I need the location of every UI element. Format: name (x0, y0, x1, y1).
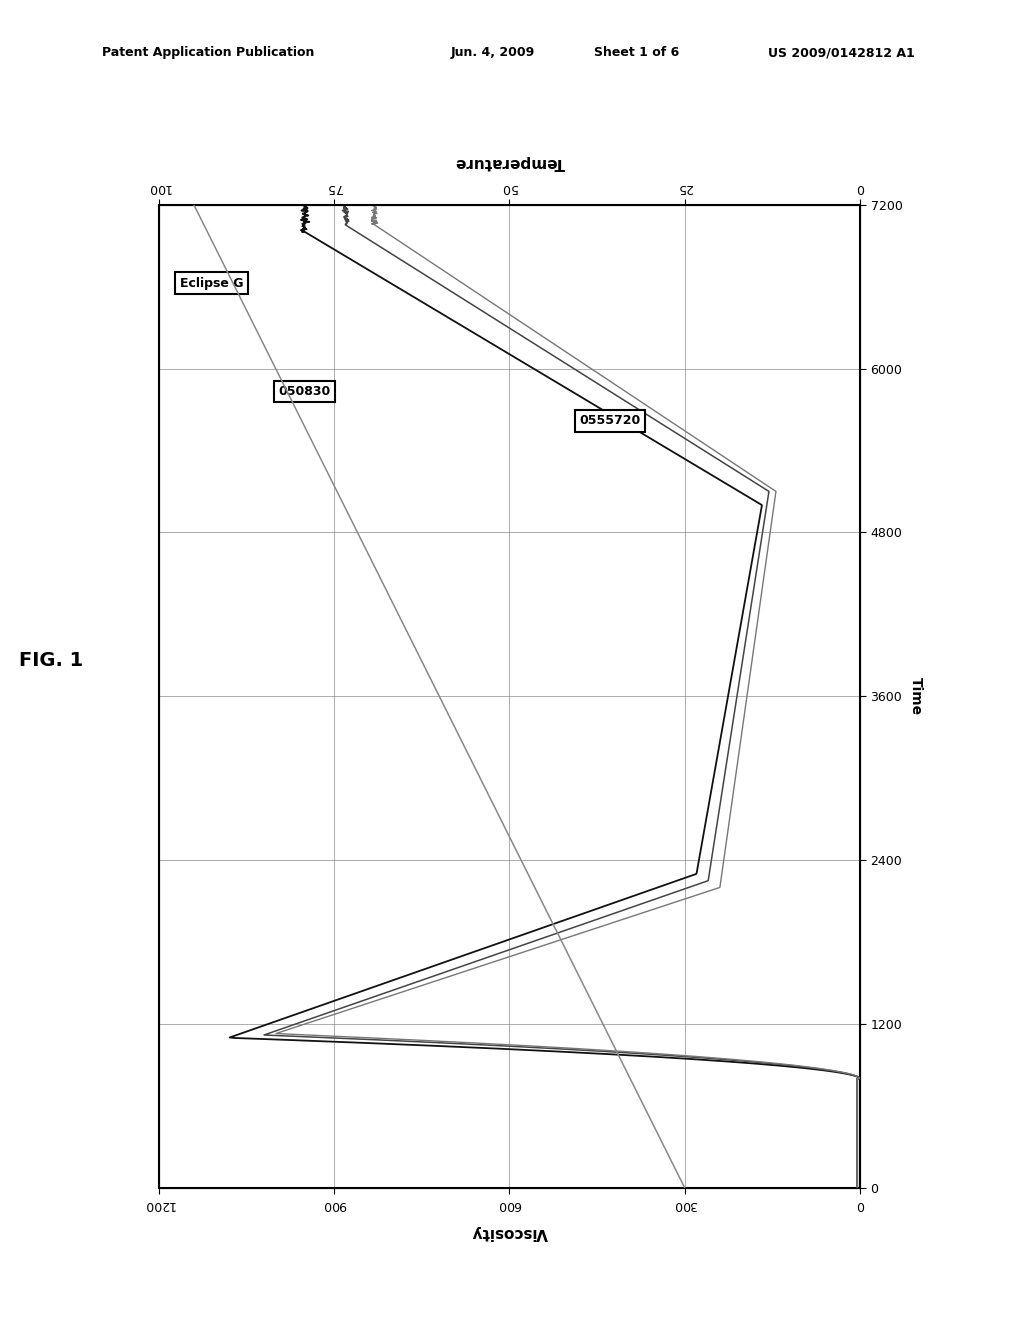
Text: Eclipse G: Eclipse G (180, 277, 244, 290)
Text: 050830: 050830 (278, 385, 330, 397)
Text: 0555720: 0555720 (580, 414, 641, 428)
Text: Patent Application Publication: Patent Application Publication (102, 46, 314, 59)
Text: US 2009/0142812 A1: US 2009/0142812 A1 (768, 46, 914, 59)
Y-axis label: Time: Time (909, 677, 924, 715)
Text: Jun. 4, 2009: Jun. 4, 2009 (451, 46, 535, 59)
X-axis label: Viscosity: Viscosity (471, 1225, 548, 1241)
Text: FIG. 1: FIG. 1 (19, 651, 83, 669)
X-axis label: Temperature: Temperature (455, 156, 564, 170)
Text: Sheet 1 of 6: Sheet 1 of 6 (594, 46, 679, 59)
